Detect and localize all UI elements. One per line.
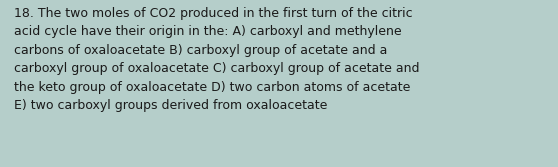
Text: 18. The two moles of CO2 produced in the first turn of the citric
acid cycle hav: 18. The two moles of CO2 produced in the… [14, 7, 420, 112]
